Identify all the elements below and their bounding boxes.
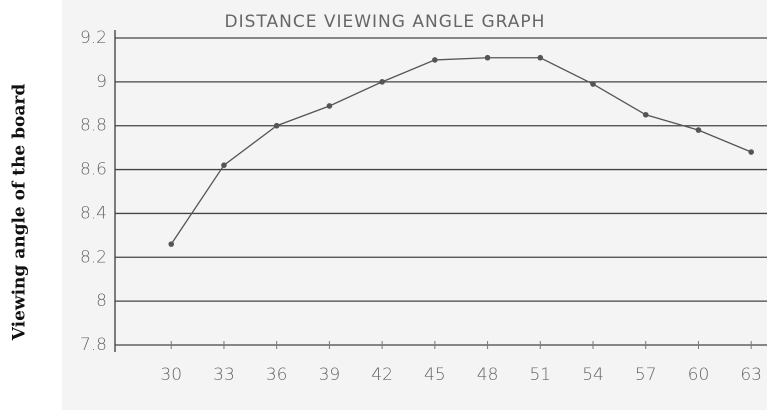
y-tick-label: 8 (96, 291, 107, 311)
x-tick-label: 48 (477, 365, 499, 385)
x-tick-label: 57 (635, 365, 657, 385)
point (537, 54, 544, 61)
point (432, 57, 438, 63)
y-tick-label: 9.2 (80, 28, 107, 48)
y-tick-label: 9 (96, 72, 107, 92)
y-axis-label: Viewing angle of the board (10, 84, 30, 342)
point (326, 103, 333, 109)
point (748, 149, 754, 155)
x-tick-label: 45 (424, 365, 446, 385)
point (590, 81, 596, 87)
y-tick-label: 7.8 (80, 335, 107, 355)
x-tick-label: 39 (319, 365, 341, 385)
x-tick-label: 51 (529, 365, 551, 385)
y-tick-label: 8.4 (80, 203, 107, 223)
x-tick-label: 33 (213, 365, 235, 385)
x-tick-label: 54 (582, 365, 604, 385)
point (379, 79, 385, 85)
y-tick-label: 8.6 (80, 160, 107, 180)
x-tick-label: 63 (740, 365, 762, 385)
point (168, 241, 175, 247)
y-tick-label: 8.8 (80, 116, 107, 136)
point (642, 111, 649, 118)
x-tick-label: 30 (160, 365, 182, 385)
paper (62, 0, 767, 410)
point (484, 54, 491, 61)
point (221, 162, 227, 168)
point (273, 122, 280, 129)
x-tick-label: 60 (688, 365, 710, 385)
x-tick-label: 42 (371, 365, 393, 385)
x-tick-label: 36 (266, 365, 288, 385)
chart-title: DISTANCE VIEWING ANGLE GRAPH (225, 12, 546, 32)
y-tick-label: 8.2 (80, 247, 107, 267)
point (695, 127, 702, 133)
line (170, 57, 752, 245)
